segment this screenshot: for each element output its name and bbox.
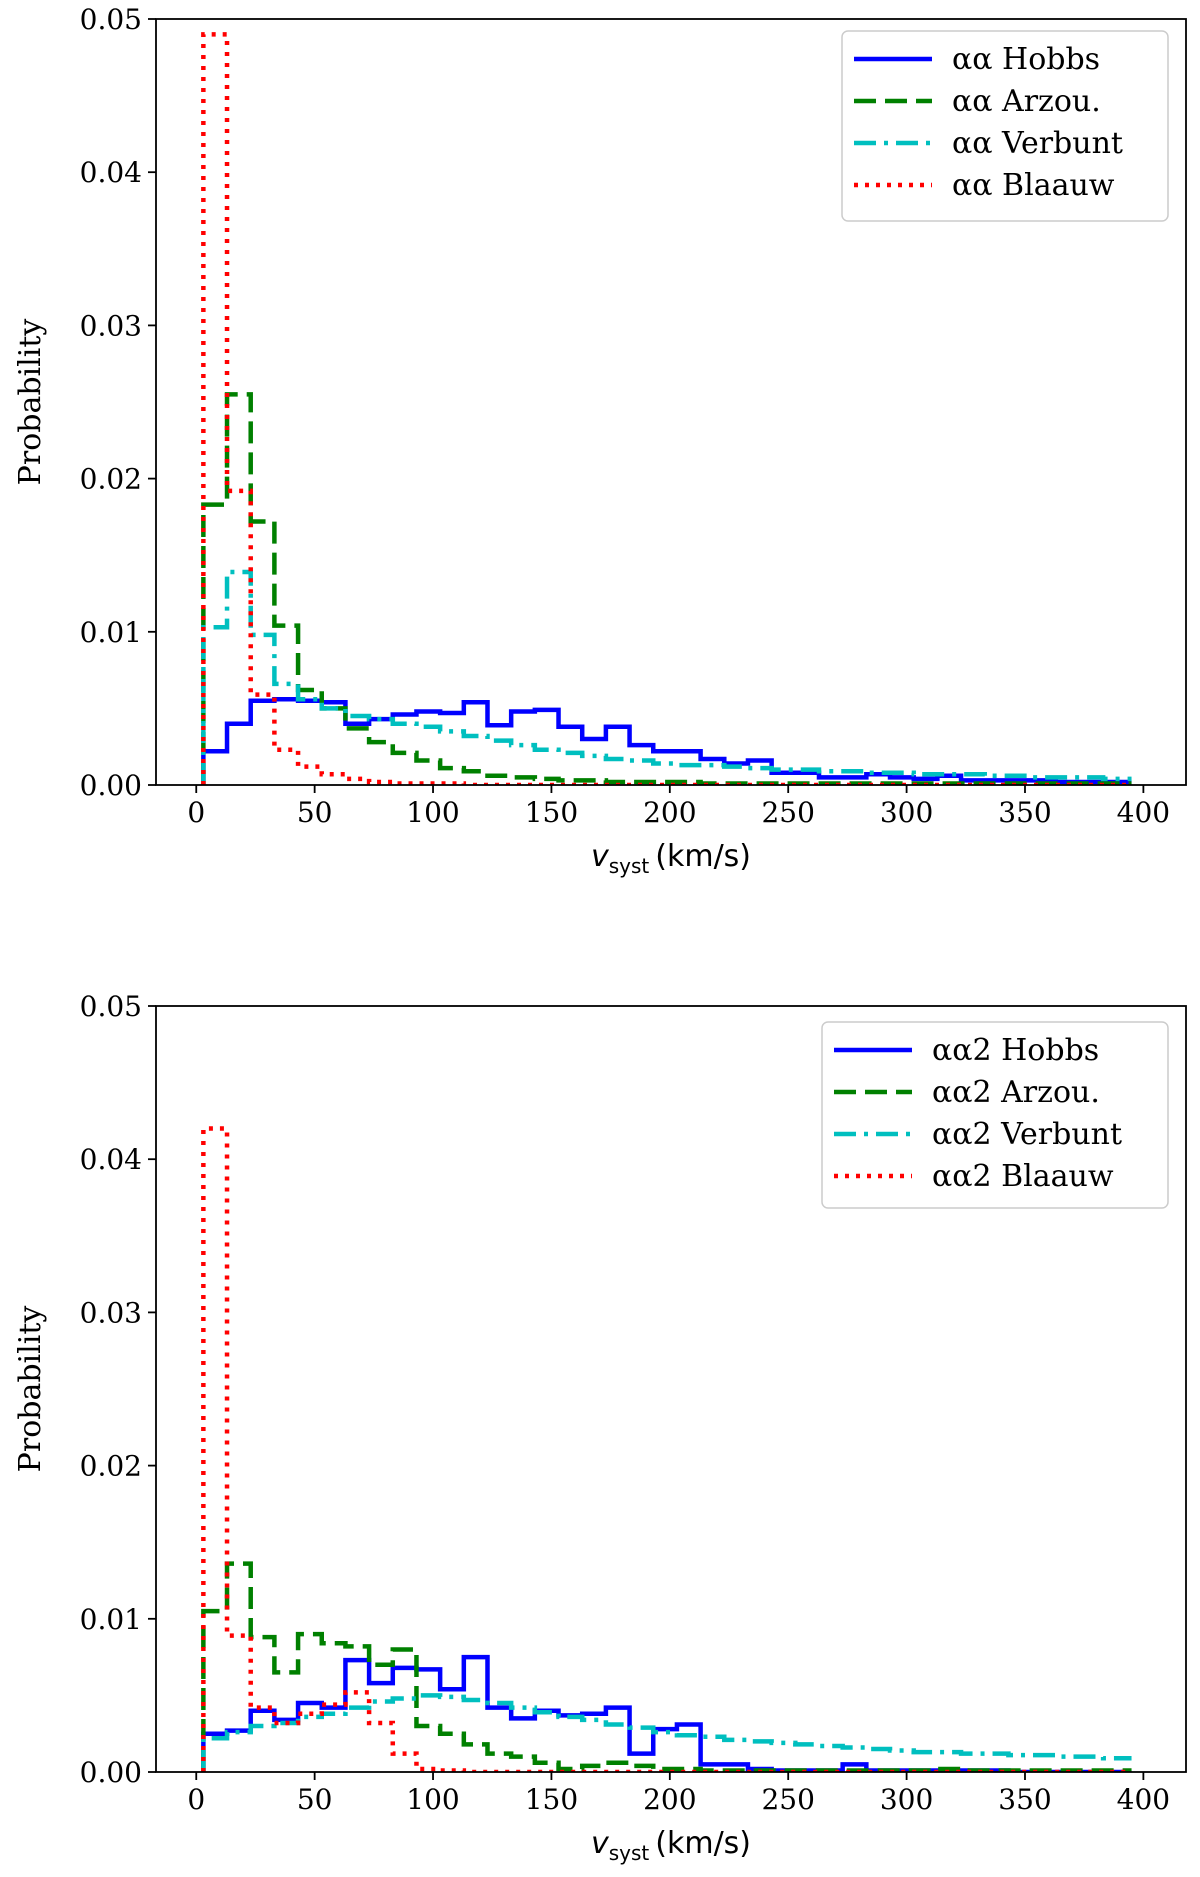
x-axis-label-var: v xyxy=(591,839,610,874)
x-tick-label: 250 xyxy=(761,796,814,829)
axes-frame xyxy=(155,1005,1187,1773)
x-axis-label-unit: (km/s) xyxy=(655,839,751,874)
y-tick-label: 0.00 xyxy=(80,1756,142,1789)
chart-panel-2: 0 50 100 150 200 250 300 350 400 0.00 0.01 0.02 0.03… xyxy=(13,990,1187,1865)
y-tick-label: 0.03 xyxy=(80,309,142,342)
y-tick-label: 0.02 xyxy=(80,463,142,496)
x-tick-label: 350 xyxy=(998,796,1051,829)
x-axis-label-sub: syst xyxy=(609,854,650,878)
series-blaauw-line xyxy=(201,32,1132,785)
x-tick-label: 50 xyxy=(297,796,333,829)
y-axis-label: Probability xyxy=(13,1306,48,1473)
x-tick-label: 50 xyxy=(297,1783,333,1816)
series-arzou-line xyxy=(201,392,1132,785)
x-tick-label: 150 xyxy=(525,1783,578,1816)
legend: αα Hobbs αα Arzou. αα Verbunt αα Blaauw xyxy=(841,30,1169,222)
y-tick-label: 0.01 xyxy=(80,1603,142,1636)
x-axis-label-var: v xyxy=(591,1826,610,1861)
y-tick-label: 0.00 xyxy=(80,769,142,802)
axes-frame xyxy=(155,18,1187,786)
x-tick-label: 0 xyxy=(187,1783,205,1816)
legend-box xyxy=(841,30,1169,222)
series-arzou-line xyxy=(201,1561,1132,1772)
legend-label-hobbs: αα Hobbs xyxy=(952,42,1100,77)
x-tick-label: 250 xyxy=(761,1783,814,1816)
legend-label-arzou: αα Arzou. xyxy=(952,84,1101,119)
x-axis-label-unit: (km/s) xyxy=(655,1826,751,1861)
series-group xyxy=(201,1126,1132,1772)
x-axis-label: vsyst (km/s) xyxy=(591,839,751,878)
y-axis-label: Probability xyxy=(13,319,48,486)
legend-label-verbunt: αα Verbunt xyxy=(952,126,1123,161)
x-axis-label: vsyst (km/s) xyxy=(591,1826,751,1865)
series-verbunt-line xyxy=(201,569,1132,785)
series-verbunt-line xyxy=(201,1693,1132,1772)
legend-label-hobbs: αα2 Hobbs xyxy=(932,1033,1099,1068)
legend-box xyxy=(821,1021,1169,1209)
panels: 0 50 100 150 200 250 300 350 400 0.00 0.01 0.02 0.03… xyxy=(13,3,1187,1865)
y-tick-label: 0.03 xyxy=(80,1296,142,1329)
y-tick-label: 0.04 xyxy=(80,156,142,189)
y-tick-label: 0.02 xyxy=(80,1450,142,1483)
y-tick-label: 0.05 xyxy=(80,990,142,1023)
legend-label-arzou: αα2 Arzou. xyxy=(932,1075,1100,1110)
legend: αα2 Hobbs αα2 Arzou. αα2 Verbunt αα2 Blaauw xyxy=(821,1021,1169,1209)
x-tick-label: 350 xyxy=(998,1783,1051,1816)
x-tick-label: 300 xyxy=(880,796,933,829)
series-hobbs-line xyxy=(201,696,1132,785)
y-tick-label: 0.04 xyxy=(80,1143,142,1176)
y-tick-label: 0.01 xyxy=(80,616,142,649)
x-tick-label: 100 xyxy=(406,796,459,829)
x-tick-label: 100 xyxy=(406,1783,459,1816)
y-tick-label: 0.05 xyxy=(80,3,142,36)
legend-label-verbunt: αα2 Verbunt xyxy=(932,1117,1122,1152)
x-tick-label: 400 xyxy=(1117,1783,1170,1816)
legend-label-blaauw: αα Blaauw xyxy=(952,168,1115,203)
x-tick-label: 150 xyxy=(525,796,578,829)
chart-panel-1: 0 50 100 150 200 250 300 350 400 0.00 0.01 0.02 0.03… xyxy=(13,3,1187,878)
x-axis-label-sub: syst xyxy=(609,1841,650,1865)
series-group xyxy=(201,32,1132,785)
x-tick-label: 200 xyxy=(643,1783,696,1816)
x-tick-label: 400 xyxy=(1117,796,1170,829)
x-tick-label: 0 xyxy=(187,796,205,829)
x-tick-label: 300 xyxy=(880,1783,933,1816)
legend-label-blaauw: αα2 Blaauw xyxy=(932,1159,1114,1194)
x-tick-label: 200 xyxy=(643,796,696,829)
